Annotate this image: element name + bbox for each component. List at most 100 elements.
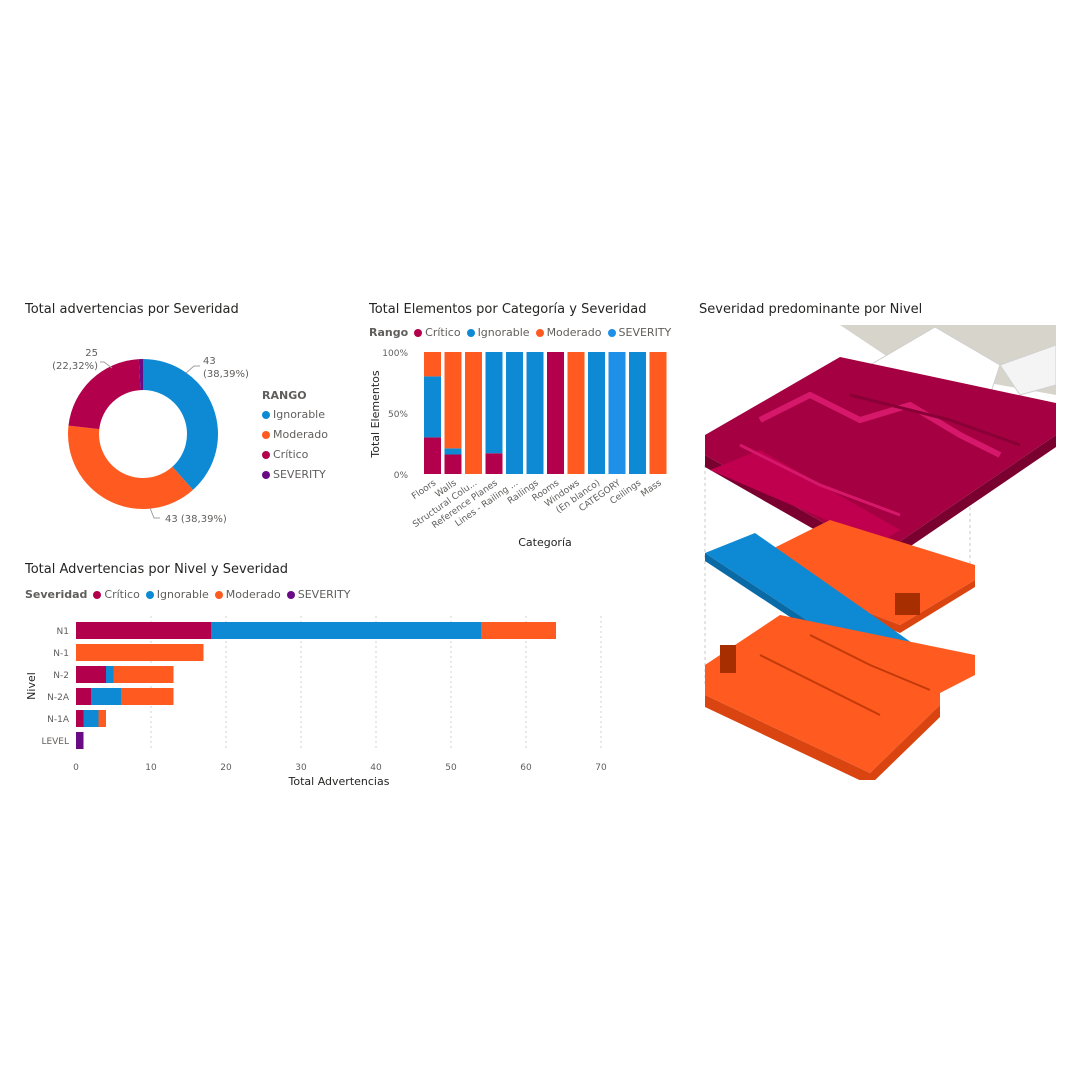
category-bar-segment[interactable] — [588, 352, 605, 474]
category-legend: Rango Crítico Ignorable Moderado SEVERIT… — [369, 326, 677, 339]
category-legend-severity[interactable]: SEVERITY — [607, 326, 671, 339]
label-ignorable-pct: (38,39%) — [203, 369, 249, 380]
donut-legend-severity[interactable]: SEVERITY — [262, 468, 328, 481]
category-bar-segment[interactable] — [424, 376, 441, 438]
category-bar-segment[interactable] — [567, 352, 585, 474]
category-ytick-0: 0% — [394, 471, 409, 481]
category-bar-segment[interactable] — [608, 352, 626, 474]
category-tick-label: Floors — [410, 478, 438, 502]
category-bar-segment[interactable] — [444, 448, 462, 455]
context-building-white-2 — [999, 344, 1056, 396]
level-x-tick: 60 — [520, 763, 532, 773]
level-xlabel: Total Advertencias — [288, 775, 390, 788]
label-moderado: 43 (38,39%) — [165, 514, 227, 525]
category-bar-segment[interactable] — [485, 352, 503, 454]
category-xlabel: Categoría — [518, 536, 572, 549]
level-bar-segment[interactable] — [113, 666, 174, 683]
level-slab-ignorable[interactable] — [705, 533, 915, 663]
level-y-tick: N-2A — [47, 693, 70, 703]
category-chart-title: Total Elementos por Categoría y Severida… — [369, 302, 647, 317]
category-legend-ignorable[interactable]: Ignorable — [466, 326, 530, 339]
donut-legend-critico[interactable]: Crítico — [262, 448, 328, 461]
level-bar-segment[interactable] — [106, 666, 114, 683]
roof-detail — [849, 393, 1021, 447]
level-y-tick: N-1 — [53, 649, 69, 659]
category-legend-critico[interactable]: Crítico — [414, 326, 461, 339]
donut-chart[interactable]: 43 (38,39%) 25 (22,32%) 43 (38,39%) — [0, 330, 330, 550]
leader-line-ignorable — [185, 365, 200, 374]
level-bar-segment[interactable] — [76, 666, 106, 683]
roof-detail — [758, 391, 1002, 458]
level-x-tick: 40 — [370, 763, 382, 773]
level-chart[interactable]: Nivel N1 N-1 N-2 N-2A N-1A LEVEL 0 10 20 30 40 50 6… — [0, 610, 650, 800]
donut-legend-moderado[interactable]: Moderado — [262, 428, 328, 441]
level-bar-segment[interactable] — [98, 710, 107, 727]
model-view-title: Severidad predominante por Nivel — [699, 302, 923, 317]
category-tick-label: Mass — [639, 478, 664, 499]
level-y-tick: N-2 — [53, 671, 69, 681]
donut-slice-critico[interactable] — [68, 359, 141, 430]
donut-slice-severity[interactable] — [138, 359, 143, 391]
level-bar-segment[interactable] — [91, 688, 121, 705]
floor-detail — [759, 654, 881, 716]
level-legend-ignorable[interactable]: Ignorable — [145, 588, 209, 601]
category-bar-segment[interactable] — [629, 352, 646, 474]
furniture-detail — [895, 593, 920, 615]
category-bar-segment[interactable] — [547, 352, 564, 474]
category-bar-segment[interactable] — [424, 437, 441, 474]
donut-slice-moderado[interactable] — [67, 425, 193, 509]
donut-legend: RANGO Ignorable Moderado Crítico SEVERIT… — [262, 389, 334, 488]
level-slab-critico-edge — [705, 435, 1056, 567]
level-bar-segment[interactable] — [76, 710, 84, 727]
level-bar-segment[interactable] — [76, 732, 84, 749]
leader-line-moderado — [149, 507, 160, 519]
category-bar-segment[interactable] — [526, 352, 544, 474]
category-bar-segment[interactable] — [424, 352, 441, 377]
donut-slice-ignorable[interactable] — [143, 359, 218, 490]
category-bar-segment[interactable] — [485, 453, 503, 474]
furniture-detail — [720, 645, 736, 673]
level-bar-segment[interactable] — [76, 688, 91, 705]
category-bar-segment[interactable] — [506, 352, 523, 474]
label-ignorable-value: 43 — [203, 356, 216, 367]
level-bar-segment[interactable] — [76, 644, 204, 661]
category-ytick-50: 50% — [388, 410, 408, 420]
exploded-building-model[interactable] — [700, 325, 1060, 785]
floor-detail — [809, 634, 931, 691]
category-legend-title: Rango — [369, 326, 409, 339]
category-bar-segment[interactable] — [649, 352, 667, 474]
level-x-tick: 20 — [220, 763, 232, 773]
level-x-tick: 50 — [445, 763, 457, 773]
level-bar-segment[interactable] — [76, 622, 211, 639]
category-bar-segment[interactable] — [465, 352, 482, 474]
level-y-tick: N1 — [57, 627, 69, 637]
level-bar-segment[interactable] — [481, 622, 556, 639]
level-y-tick: LEVEL — [41, 737, 69, 747]
level-legend-severity[interactable]: SEVERITY — [286, 588, 350, 601]
level-legend-moderado[interactable]: Moderado — [214, 588, 281, 601]
level-x-tick: 0 — [73, 763, 79, 773]
category-legend-moderado[interactable]: Moderado — [535, 326, 602, 339]
level-slab-moderado-upper-edge — [760, 570, 975, 633]
level-ylabel: Nivel — [25, 672, 38, 700]
level-legend-title: Severidad — [25, 588, 88, 601]
category-chart[interactable]: Total Elementos 100% 50% 0% FloorsWallsS… — [360, 340, 680, 560]
category-bar-segment[interactable] — [444, 454, 462, 474]
level-slab-critico-lower — [710, 450, 900, 543]
level-y-tick: N-1A — [47, 715, 70, 725]
donut-legend-title: RANGO — [262, 389, 307, 402]
level-bar-segment[interactable] — [121, 688, 174, 705]
category-ylabel: Total Elementos — [369, 370, 382, 458]
level-x-tick: 70 — [595, 763, 607, 773]
label-critico-pct: (22,32%) — [52, 361, 98, 372]
category-ytick-100: 100% — [382, 349, 408, 359]
level-x-tick: 30 — [295, 763, 307, 773]
label-critico-value: 25 — [85, 348, 98, 359]
level-bar-segment[interactable] — [83, 710, 99, 727]
donut-legend-ignorable[interactable]: Ignorable — [262, 408, 328, 421]
level-legend-critico[interactable]: Crítico — [93, 588, 140, 601]
donut-title: Total advertencias por Severidad — [25, 302, 239, 317]
level-bar-segment[interactable] — [211, 622, 481, 639]
level-slab-moderado-upper[interactable] — [760, 520, 975, 625]
category-bar-segment[interactable] — [444, 352, 462, 449]
